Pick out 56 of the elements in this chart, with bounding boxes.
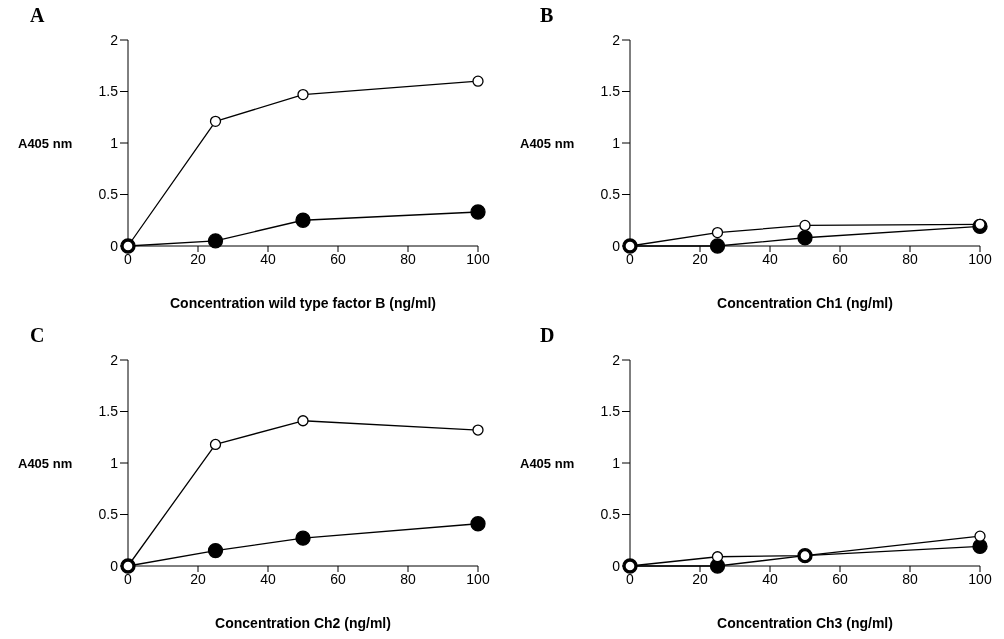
y-tick-label: 1 <box>612 134 621 151</box>
x-tick-label: 100 <box>466 250 490 267</box>
x-tick-label: 40 <box>762 250 778 267</box>
x-tick-label: 20 <box>190 250 206 267</box>
x-axis-title: Concentration Ch3 (ng/ml) <box>717 615 893 631</box>
x-tick-label: 100 <box>466 570 490 587</box>
x-tick-label: 100 <box>968 250 992 267</box>
y-tick-label: 1 <box>110 134 119 151</box>
y-tick-label: 0 <box>612 237 621 254</box>
y-tick-label: 1.5 <box>98 403 119 420</box>
x-tick-label: 60 <box>330 570 346 587</box>
y-tick-label: 1.5 <box>98 83 119 100</box>
x-tick-label: 0 <box>626 250 635 267</box>
chart-title: A <box>30 4 45 27</box>
y-tick-label: 2 <box>110 31 119 48</box>
y-axis-title: A405 nm <box>18 455 73 471</box>
x-tick-label: 20 <box>692 570 708 587</box>
x-tick-label: 80 <box>400 250 416 267</box>
x-axis-title: Concentration wild type factor B (ng/ml) <box>169 295 437 311</box>
y-tick-label: 0.5 <box>600 186 621 203</box>
y-tick-label: 0.5 <box>600 506 621 523</box>
x-tick-label: 0 <box>626 570 635 587</box>
x-tick-label: 0 <box>124 570 133 587</box>
y-tick-label: 1 <box>110 454 119 471</box>
y-tick-label: 0 <box>110 237 119 254</box>
x-tick-label: 80 <box>902 250 918 267</box>
x-axis-title: Concentration Ch2 (ng/ml) <box>215 615 391 631</box>
y-tick-label: 2 <box>612 351 621 368</box>
y-tick-label: 0 <box>110 557 119 574</box>
x-tick-label: 60 <box>330 250 346 267</box>
x-tick-label: 40 <box>260 570 276 587</box>
x-tick-label: 60 <box>832 250 848 267</box>
y-axis-title: A405 nm <box>520 135 575 151</box>
y-axis-title: A405 nm <box>18 135 73 151</box>
x-axis-title: Concentration Ch1 (ng/ml) <box>717 295 893 311</box>
x-tick-label: 60 <box>832 570 848 587</box>
x-tick-label: 40 <box>762 570 778 587</box>
x-tick-label: 0 <box>124 250 133 267</box>
y-tick-label: 1.5 <box>600 403 621 420</box>
y-tick-label: 0.5 <box>98 186 119 203</box>
chart-title: C <box>30 324 45 347</box>
y-tick-label: 2 <box>110 351 119 368</box>
x-tick-label: 20 <box>692 250 708 267</box>
y-tick-label: 0.5 <box>98 506 119 523</box>
chart-title: B <box>540 4 554 27</box>
y-tick-label: 1 <box>612 454 621 471</box>
x-tick-label: 40 <box>260 250 276 267</box>
x-tick-label: 80 <box>902 570 918 587</box>
x-tick-label: 80 <box>400 570 416 587</box>
chart-title: D <box>540 324 555 347</box>
y-tick-label: 2 <box>612 31 621 48</box>
x-tick-label: 20 <box>190 570 206 587</box>
x-tick-label: 100 <box>968 570 992 587</box>
y-axis-title: A405 nm <box>520 455 575 471</box>
y-tick-label: 1.5 <box>600 83 621 100</box>
y-tick-label: 0 <box>612 557 621 574</box>
